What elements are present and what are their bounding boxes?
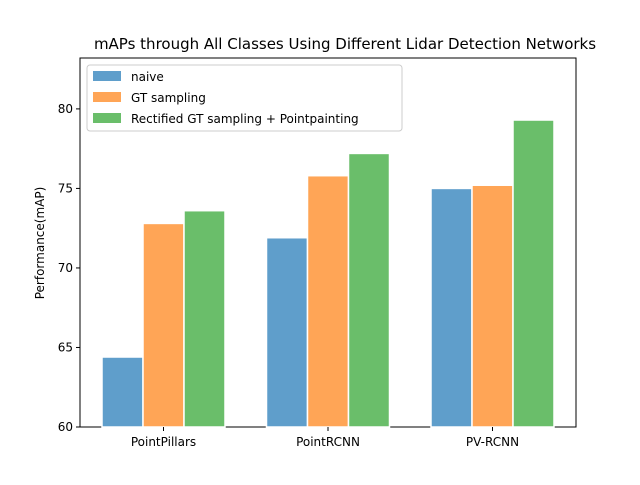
bar-rectified-gt-sampling-pointpainting-pointpillars bbox=[183, 209, 226, 428]
bar-rectified-gt-sampling-pointpainting-pv-rcnn bbox=[512, 119, 555, 428]
x-tick-label: PointPillars bbox=[131, 435, 196, 449]
legend-swatch bbox=[93, 71, 121, 81]
legend-label: naive bbox=[131, 70, 164, 84]
legend-label: GT sampling bbox=[131, 91, 206, 105]
bars-group bbox=[101, 119, 555, 428]
x-tick-label: PointRCNN bbox=[296, 435, 360, 449]
bar-gt-sampling-pointpillars bbox=[142, 222, 185, 428]
bar-naive-pointrcnn bbox=[265, 236, 309, 428]
y-tick-label: 80 bbox=[58, 102, 73, 116]
y-tick-label: 70 bbox=[58, 261, 73, 275]
bar-gt-sampling-pointrcnn bbox=[306, 174, 350, 428]
bar-rectified-gt-sampling-pointpainting-pointrcnn bbox=[347, 152, 391, 428]
legend: naive GT sampling Rectified GT sampling + … bbox=[86, 64, 403, 132]
x-tick-label: PV-RCNN bbox=[466, 435, 519, 449]
x-axis: PointPillars PointRCNN PV-RCNN bbox=[131, 427, 519, 449]
y-axis: 60 65 70 75 80 bbox=[58, 102, 80, 434]
legend-label: Rectified GT sampling + Pointpainting bbox=[131, 112, 359, 126]
bar-naive-pointpillars bbox=[101, 356, 144, 428]
legend-swatch bbox=[93, 92, 121, 102]
legend-swatch bbox=[93, 113, 121, 123]
y-axis-label: Performance(mAP) bbox=[33, 187, 47, 300]
y-tick-label: 65 bbox=[58, 340, 73, 354]
y-tick-label: 75 bbox=[58, 181, 73, 195]
legend-box bbox=[86, 64, 403, 132]
bar-gt-sampling-pv-rcnn bbox=[471, 184, 514, 428]
chart-title: mAPs through All Classes Using Different… bbox=[94, 35, 596, 53]
bar-naive-pv-rcnn bbox=[430, 187, 473, 428]
y-tick-label: 60 bbox=[58, 420, 73, 434]
